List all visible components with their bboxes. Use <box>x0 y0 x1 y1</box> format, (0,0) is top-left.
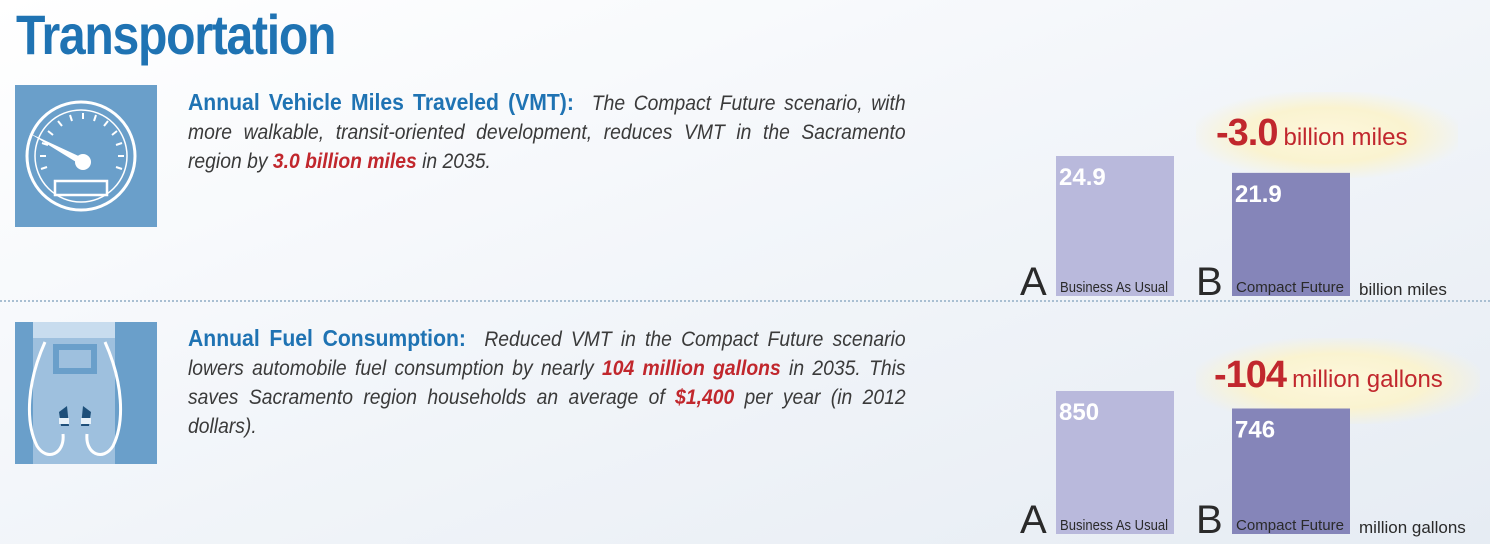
vmt-bar-chart: 24.9 A Business As Usual 21.9 B Compact Futur… <box>1020 156 1447 300</box>
bar-a <box>1056 391 1174 534</box>
fuel-difference: -104 million gallons <box>1214 354 1443 397</box>
vmt-difference: -3.0 billion miles <box>1216 112 1408 155</box>
speedometer-icon <box>15 85 157 227</box>
category-letter: B <box>1196 498 1223 542</box>
vmt-description: Annual Vehicle Miles Traveled (VMT): The… <box>188 88 906 176</box>
section-divider <box>0 300 1490 302</box>
bar-a <box>1056 156 1174 296</box>
vmt-text-1: The Compact Future scenario, with more w… <box>188 92 906 173</box>
category-label: Business As Usual <box>1060 279 1168 296</box>
vmt-highlight: 3.0 billion miles <box>272 150 417 173</box>
fuel-description: Annual Fuel Consumption: Reduced VMT in … <box>188 324 906 441</box>
category-label: Business As Usual <box>1060 517 1168 534</box>
unit-label: million gallons <box>1359 518 1466 537</box>
category-letter: A <box>1020 260 1047 300</box>
category-label: Compact Future <box>1236 279 1344 296</box>
bar-b <box>1232 408 1350 534</box>
fuel-highlight-2: $1,400 <box>675 386 735 409</box>
bar-value-label: 746 <box>1235 416 1275 443</box>
category-label: Compact Future <box>1236 517 1344 534</box>
fuel-text-3: per year (in 2012 dollars). <box>188 386 906 438</box>
fuel-pump-icon <box>15 322 157 464</box>
fuel-text-1: Reduced VMT in the Compact Future scenar… <box>188 328 906 380</box>
vmt-difference-value: -3.0 <box>1216 112 1278 154</box>
vmt-lead: Annual Vehicle Miles Traveled (VMT): <box>188 89 574 115</box>
page-title: Transportation <box>16 3 336 66</box>
vmt-section: Annual Vehicle Miles Traveled (VMT): The… <box>15 85 1458 300</box>
bar-value-label: 850 <box>1059 399 1099 426</box>
fuel-difference-value: -104 <box>1214 354 1287 396</box>
bar-value-label: 21.9 <box>1235 181 1282 208</box>
bar-value-label: 24.9 <box>1059 164 1106 191</box>
category-letter: B <box>1196 260 1223 300</box>
fuel-section: Annual Fuel Consumption: Reduced VMT in … <box>0 304 1490 544</box>
vmt-difference-glow <box>1196 92 1458 178</box>
vmt-difference-unit: billion miles <box>1283 124 1408 151</box>
category-letter: A <box>1020 498 1047 542</box>
fuel-lead: Annual Fuel Consumption: <box>188 325 466 351</box>
unit-label: billion miles <box>1359 280 1447 299</box>
fuel-text-2: in 2035. This saves Sacramento region ho… <box>188 357 906 409</box>
fuel-difference-unit: million gallons <box>1292 366 1443 393</box>
fuel-bar-chart: 850 A Business As Usual 746 B Compact Future m… <box>1020 391 1466 542</box>
bar-b <box>1232 172 1350 296</box>
vmt-text-2: in 2035. <box>422 150 491 173</box>
fuel-highlight-1: 104 million gallons <box>601 357 781 380</box>
